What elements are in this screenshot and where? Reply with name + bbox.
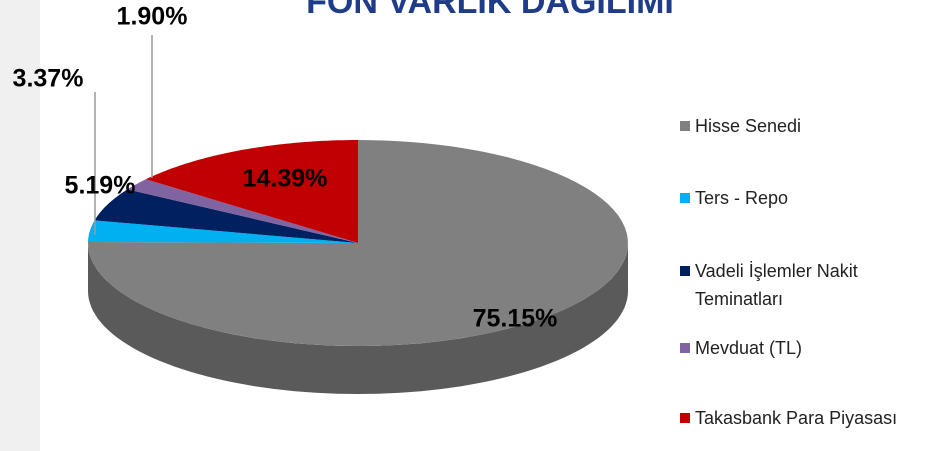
legend-item: Hisse Senedi <box>680 112 933 140</box>
legend-swatch <box>680 121 690 131</box>
legend-label: Takasbank Para Piyasası <box>695 408 898 428</box>
legend-item: Mevduat (TL) <box>680 334 933 362</box>
legend-label: Hisse Senedi <box>695 116 802 136</box>
legend-label: Vadeli İşlemler Nakit Teminatları <box>695 261 858 309</box>
legend-item: Ters - Repo <box>680 184 933 212</box>
legend-swatch <box>680 413 690 423</box>
slice <box>88 140 628 346</box>
data-label: 5.19% <box>65 172 136 200</box>
slice <box>127 179 359 243</box>
legend-item: Takasbank Para Piyasası <box>680 404 933 432</box>
side-panel <box>0 0 40 451</box>
data-label: 3.37% <box>13 65 84 93</box>
data-label: 14.39% <box>243 165 328 193</box>
slice <box>94 189 358 243</box>
legend-label: Ters - Repo <box>695 188 789 208</box>
slice-side <box>88 243 628 394</box>
data-label: 75.15% <box>473 305 558 333</box>
legend-label: Mevduat (TL) <box>695 338 803 358</box>
legend-item: Vadeli İşlemler Nakit Teminatları <box>680 257 933 313</box>
legend-swatch <box>680 193 690 203</box>
data-label: 1.90% <box>117 3 188 31</box>
legend-swatch <box>680 266 690 276</box>
chart-title: FON VARLIK DAĞILIMI <box>306 0 674 21</box>
legend-swatch <box>680 343 690 353</box>
slice <box>145 140 358 243</box>
slice <box>88 220 358 243</box>
